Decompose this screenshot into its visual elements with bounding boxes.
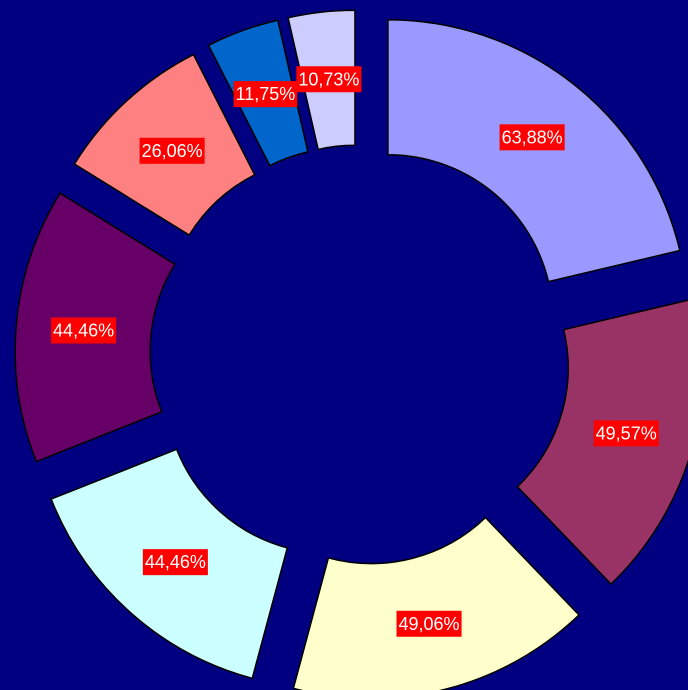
data-label: 44,46% xyxy=(142,549,208,576)
data-label: 10,73% xyxy=(296,66,362,93)
data-label: 26,06% xyxy=(139,137,205,164)
label-text: 63,88% xyxy=(502,127,563,147)
label-background xyxy=(51,317,117,344)
label-text: 11,75% xyxy=(236,84,296,104)
label-text: 49,06% xyxy=(399,614,460,634)
label-background xyxy=(139,137,205,164)
label-background xyxy=(296,66,362,93)
data-label: 63,88% xyxy=(499,124,565,151)
label-text: 10,73% xyxy=(298,69,359,89)
donut-slice xyxy=(292,516,581,690)
donut-slice xyxy=(387,18,681,283)
data-label: 49,06% xyxy=(396,610,462,637)
label-background xyxy=(142,549,208,576)
label-background xyxy=(233,81,298,108)
label-background xyxy=(396,610,462,637)
label-text: 44,46% xyxy=(145,552,206,572)
label-text: 49,57% xyxy=(596,423,657,443)
data-label: 11,75% xyxy=(233,81,298,108)
label-background xyxy=(499,124,565,151)
label-text: 26,06% xyxy=(142,141,203,161)
label-background xyxy=(593,420,659,447)
data-label: 44,46% xyxy=(51,317,117,344)
label-text: 44,46% xyxy=(53,320,114,340)
data-label: 49,57% xyxy=(593,420,659,447)
